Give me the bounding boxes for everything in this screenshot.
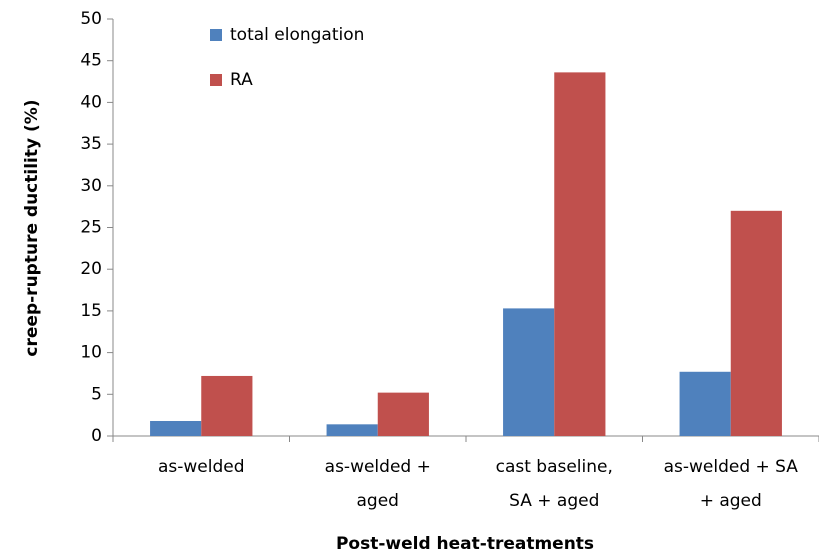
y-tick-label: 20 (80, 259, 102, 279)
y-tick-label: 40 (80, 92, 102, 112)
x-tick-label: as-welded + aged (325, 457, 431, 511)
y-tick-label: 5 (91, 384, 102, 404)
x-tick-label: as-welded + SA + aged (664, 457, 799, 511)
x-tick-label: cast baseline, SA + aged (496, 457, 613, 511)
x-tick-label-line: cast baseline, (496, 457, 613, 477)
legend-swatch (210, 74, 222, 86)
x-tick-label-line: as-welded + (325, 457, 431, 477)
x-tick-label-line: + aged (700, 491, 762, 511)
y-tick-label: 50 (80, 9, 102, 29)
x-axis-title: Post-weld heat-treatments (336, 534, 594, 554)
bar (503, 308, 555, 436)
x-tick-label-line: as-welded + SA (664, 457, 799, 477)
legend-label: total elongation (230, 25, 364, 45)
y-tick-label: 25 (80, 218, 102, 238)
bar (150, 420, 202, 436)
x-tick-label-line: as-welded (158, 457, 245, 477)
x-tick-label: as-welded (158, 457, 245, 477)
y-axis-title: creep-rupture ductility (%) (22, 99, 42, 356)
y-tick-label: 15 (80, 301, 102, 321)
y-tick-label: 30 (80, 176, 102, 196)
bar (730, 210, 782, 436)
legend-label: RA (230, 70, 253, 90)
bar (201, 375, 253, 436)
x-tick-label-line: aged (357, 491, 399, 511)
y-tick-label: 45 (80, 51, 102, 71)
bar (554, 72, 606, 436)
legend-swatch (210, 29, 222, 41)
bar (679, 371, 731, 436)
bar (377, 392, 429, 436)
y-tick-label: 0 (91, 426, 102, 446)
x-tick-label-line: SA + aged (509, 491, 599, 511)
y-tick-label: 10 (80, 343, 102, 363)
bar (326, 424, 378, 436)
y-tick-label: 35 (80, 134, 102, 154)
